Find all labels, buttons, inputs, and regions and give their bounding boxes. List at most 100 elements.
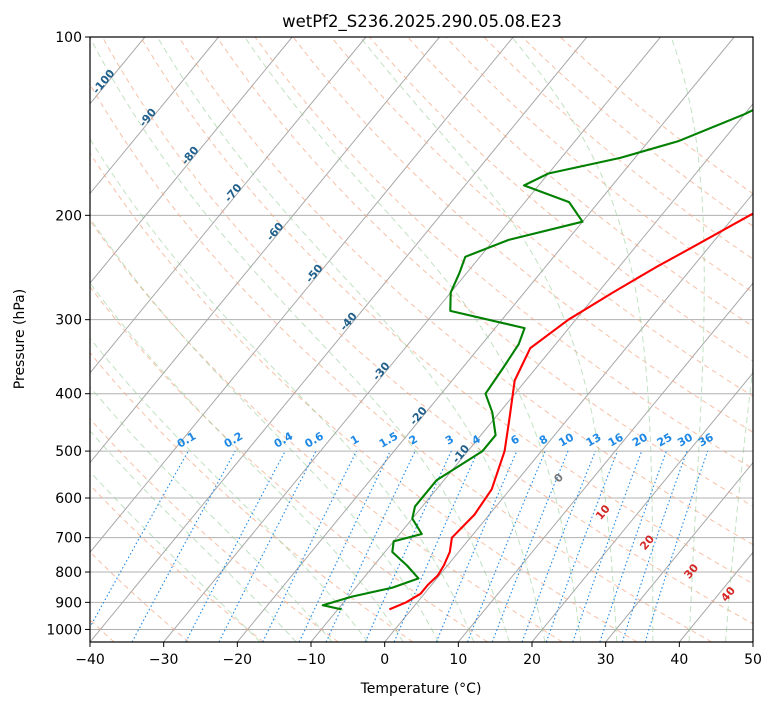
y-tick-label: 700 — [55, 531, 82, 547]
mixing-ratio-label: 2 — [407, 433, 420, 448]
moist-adiabat — [90, 337, 369, 642]
isotherm-line — [90, 37, 293, 284]
isotherm-label: -30 — [370, 359, 393, 383]
isotherm-line — [90, 37, 219, 195]
dry-adiabat — [90, 418, 339, 642]
y-axis-title: Pressure (hPa) — [12, 289, 28, 389]
x-tick-label: 10 — [449, 652, 467, 668]
mixing-ratio-line — [131, 450, 236, 642]
y-tick-label: 600 — [55, 491, 82, 507]
moist-adiabat — [670, 37, 705, 642]
mixing-ratio-line — [90, 450, 189, 629]
mixing-ratio-line — [435, 450, 518, 642]
moist-adiabat-label: 20 — [637, 532, 657, 552]
moist-adiabat-label: 40 — [718, 584, 738, 604]
isotherm-line — [384, 192, 753, 642]
x-tick-label: 50 — [744, 652, 762, 668]
x-tick-label: 40 — [670, 652, 688, 668]
x-tick-label: 0 — [380, 652, 389, 668]
isotherm-line — [531, 372, 753, 642]
moist-adiabat-label: 0 — [551, 471, 566, 485]
mixing-ratio-line — [466, 450, 546, 642]
dry-adiabat — [90, 152, 638, 642]
moist-adiabat — [90, 430, 297, 642]
moist-adiabat — [90, 282, 404, 642]
isotherm-line — [0, 37, 71, 642]
y-tick-label: 1000 — [46, 622, 82, 638]
y-tick-label: 100 — [55, 30, 82, 46]
moist-adiabat-label: 10 — [593, 502, 613, 522]
mixing-ratio-label: 1 — [348, 433, 361, 448]
x-tick-label: −40 — [75, 652, 105, 668]
dry-adiabat — [178, 37, 753, 546]
isotherm-label: -20 — [407, 404, 430, 428]
isotherm-label: -60 — [264, 220, 287, 244]
mixing-ratio-label: 25 — [655, 431, 675, 450]
mixing-ratio-line — [218, 450, 317, 642]
isotherm-label: -40 — [337, 310, 360, 334]
dry-adiabat — [216, 37, 753, 507]
isotherm-line — [163, 37, 661, 642]
isotherm-label: -70 — [222, 181, 245, 205]
isotherm-line — [752, 641, 753, 642]
dry-adiabat — [90, 484, 264, 642]
isotherm-label: -80 — [179, 144, 202, 168]
mixing-ratio-line — [572, 450, 643, 642]
dry-adiabat — [101, 37, 753, 625]
isotherm-label: -90 — [136, 106, 159, 130]
mixing-ratio-label: 0.1 — [175, 430, 198, 451]
isotherm-line — [90, 37, 367, 374]
x-tick-label: 20 — [523, 652, 541, 668]
isotherm-line — [457, 282, 753, 642]
y-tick-label: 800 — [55, 565, 82, 581]
moist-adiabat — [90, 217, 439, 642]
mixing-ratio-line — [364, 450, 452, 642]
mixing-ratio-label: 20 — [630, 430, 650, 449]
y-tick-label: 200 — [55, 208, 82, 224]
moist-adiabat — [90, 386, 333, 642]
temperature-profile-line — [388, 212, 753, 611]
isotherm-line — [236, 37, 735, 642]
mixing-ratio-line — [393, 450, 479, 642]
moist-adiabat — [244, 37, 582, 642]
isotherm-line — [90, 37, 588, 642]
plot-area — [0, 37, 753, 642]
y-tick-label: 900 — [55, 595, 82, 611]
mixing-ratio-label: 0.6 — [303, 429, 327, 450]
dry-adiabat — [90, 551, 190, 642]
mixing-ratio-label: 10 — [556, 430, 576, 449]
moist-adiabat — [90, 37, 510, 642]
mixing-ratio-line — [621, 450, 688, 642]
mixing-ratio-line — [491, 450, 569, 642]
mixing-ratio-line — [521, 450, 596, 642]
dry-adiabat — [292, 37, 753, 433]
x-tick-label: −10 — [296, 652, 326, 668]
mixing-ratio-label: 0.2 — [222, 430, 245, 451]
dewpoint-profile-line — [321, 108, 753, 611]
moist-adiabat — [359, 37, 618, 642]
x-tick-label: 30 — [597, 652, 615, 668]
x-tick-label: −20 — [223, 652, 253, 668]
mixing-ratio-line — [262, 450, 358, 642]
dry-adiabat — [254, 37, 753, 470]
y-tick-label: 400 — [55, 387, 82, 403]
dry-adiabat — [90, 219, 563, 642]
mixing-ratio-label: 0.4 — [272, 429, 296, 450]
dry-adiabat — [369, 37, 753, 362]
mixing-ratio-line — [644, 450, 709, 642]
mixing-ratio-line — [545, 450, 619, 642]
x-axis-title: Temperature (°C) — [360, 681, 482, 697]
chart-title: wetPf2_S236.2025.290.05.08.E23 — [282, 12, 562, 32]
isotherm-label: -100 — [90, 67, 118, 97]
moist-adiabat — [725, 362, 753, 642]
moist-adiabat-label: 30 — [681, 561, 701, 581]
x-tick-label: −30 — [149, 652, 179, 668]
isotherm-line — [605, 461, 753, 642]
isotherm-line — [90, 37, 440, 464]
dry-adiabat — [90, 83, 712, 642]
moist-adiabat — [90, 138, 475, 642]
mixing-ratio-line — [185, 450, 286, 642]
mixing-ratio-label: 16 — [606, 430, 626, 449]
